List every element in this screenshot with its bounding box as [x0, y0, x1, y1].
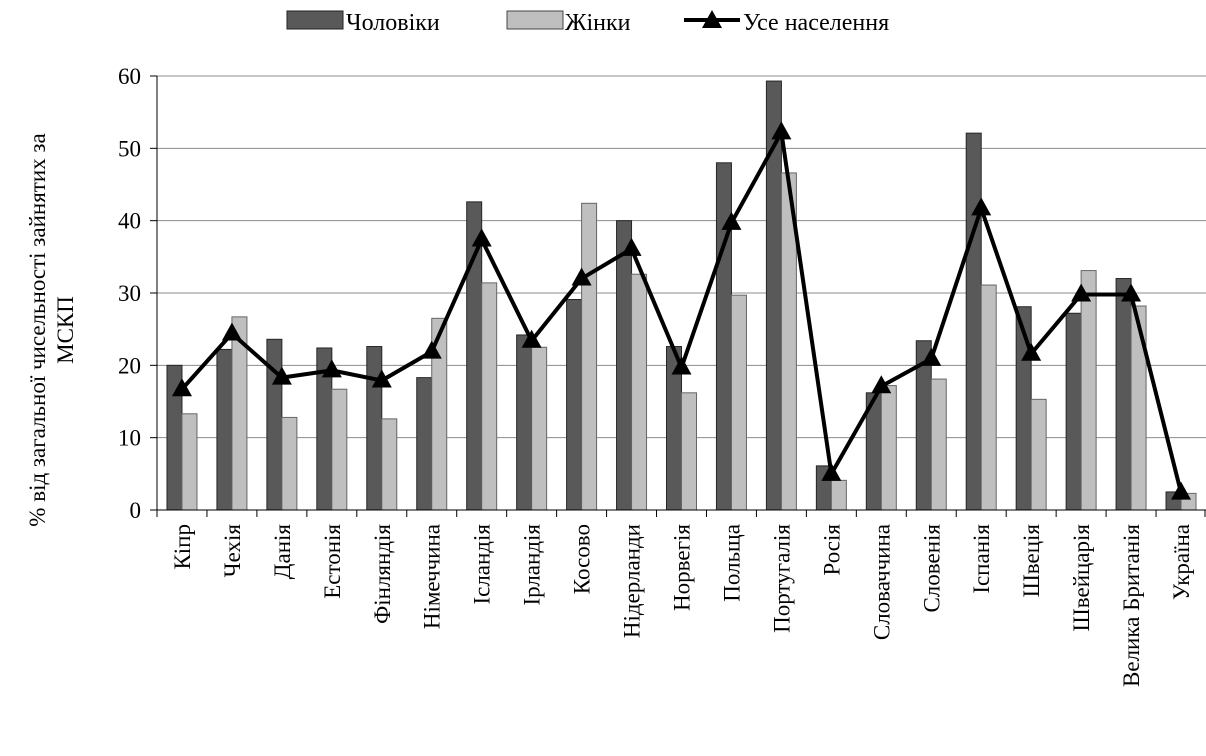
- bar-women: [281, 416, 298, 511]
- bar-women: [880, 385, 897, 511]
- y-axis-ticks: 0 10 20 30 40 50 60: [118, 64, 157, 523]
- bar-women: [531, 346, 548, 511]
- y-tick-label: 50: [118, 136, 141, 161]
- y-axis-label-line-1: % від загальної чисельності зайнятих за: [25, 133, 50, 526]
- bar-women: [331, 388, 348, 511]
- bar-women: [830, 479, 847, 511]
- axes: [156, 76, 1206, 517]
- x-tick-label: Словаччина: [869, 524, 894, 640]
- x-tick-label: Норвегія: [670, 524, 695, 611]
- x-axis-labels: Кіпр Чехія Данія Естонія Фінляндія Німеччина І…: [170, 524, 1194, 687]
- x-tick-label: Кіпр: [170, 524, 195, 570]
- y-tick-label: 0: [130, 498, 142, 523]
- point-total: [871, 375, 892, 394]
- x-tick-label: Росія: [819, 524, 844, 576]
- y-axis-label: % від загальної чисельності зайнятих за …: [25, 133, 78, 526]
- y-tick-label: 30: [118, 281, 141, 306]
- x-tick-label: Швейцарія: [1069, 524, 1094, 632]
- bar-women: [631, 273, 648, 511]
- point-total: [771, 121, 792, 140]
- x-tick-label: Польща: [719, 524, 744, 602]
- bar-women: [181, 413, 198, 511]
- x-tick-label: Косово: [570, 524, 595, 594]
- legend-marker-all: [702, 10, 722, 28]
- x-tick-label: Ісландія: [470, 524, 495, 605]
- legend-swatch-women: [506, 10, 564, 30]
- bar-women: [980, 284, 997, 511]
- bar-women: [930, 378, 947, 511]
- point-total: [921, 347, 942, 366]
- point-total: [521, 329, 542, 348]
- point-total: [1071, 283, 1092, 302]
- x-tick-label: Португалія: [769, 524, 794, 633]
- x-tick-label: Словенія: [919, 524, 944, 613]
- legend: Чоловіки Жінки Усе населення: [286, 10, 889, 36]
- x-tick-label: Швеція: [1019, 524, 1044, 598]
- y-axis-label-line-2: МСКП: [53, 296, 78, 364]
- legend-label-men: Чоловіки: [346, 10, 440, 36]
- point-total: [321, 359, 342, 378]
- x-tick-label: Україна: [1169, 524, 1194, 600]
- point-total: [671, 356, 692, 375]
- x-tick-label: Ірландія: [520, 524, 545, 606]
- x-tick-label: Фінляндія: [370, 524, 395, 624]
- bar-men: [366, 346, 383, 511]
- bar-men: [216, 348, 233, 511]
- bar-men: [616, 220, 633, 511]
- bar-men: [566, 299, 583, 511]
- x-tick-label: Чехія: [220, 524, 245, 578]
- point-total: [721, 211, 742, 230]
- y-tick-label: 10: [118, 426, 141, 451]
- point-total: [221, 322, 242, 341]
- bar-women: [1130, 305, 1147, 511]
- point-total: [471, 228, 492, 247]
- point-total: [1021, 342, 1042, 361]
- x-tick-label: Німеччина: [420, 524, 445, 629]
- bar-men: [1115, 278, 1132, 511]
- point-total: [821, 462, 842, 481]
- x-tick-label: Естонія: [320, 524, 345, 599]
- point-total: [571, 267, 592, 286]
- point-total: [1121, 283, 1142, 302]
- bar-men: [1065, 312, 1082, 511]
- point-total: [271, 366, 292, 385]
- bar-women: [730, 294, 747, 511]
- point-total: [621, 237, 642, 256]
- bar-women: [481, 282, 498, 511]
- y-tick-label: 20: [118, 353, 141, 378]
- x-tick-label: Велика Британія: [1119, 524, 1144, 687]
- legend-swatch-men: [286, 10, 344, 30]
- point-total: [371, 369, 392, 388]
- x-tick-label: Данія: [270, 524, 295, 580]
- y-tick-label: 60: [118, 64, 141, 89]
- point-total: [171, 378, 192, 397]
- legend-label-all: Усе населення: [743, 10, 889, 36]
- bar-men: [965, 132, 982, 511]
- y-tick-label: 40: [118, 209, 141, 234]
- total-population-line: [171, 121, 1192, 500]
- bars: [166, 80, 1197, 511]
- bar-women: [1030, 398, 1047, 511]
- point-total: [421, 340, 442, 359]
- point-total: [971, 197, 992, 216]
- point-total: [1171, 481, 1192, 500]
- x-tick-label: Нідерланди: [620, 524, 645, 638]
- bar-men: [516, 334, 533, 511]
- bar-men: [416, 377, 433, 511]
- bar-women: [381, 418, 398, 511]
- bar-men: [715, 162, 732, 511]
- x-tick-label: Іспанія: [969, 524, 994, 594]
- legend-label-women: Жінки: [565, 10, 631, 36]
- bar-women: [581, 202, 598, 511]
- bar-women: [681, 392, 697, 511]
- bar-women: [1080, 270, 1097, 511]
